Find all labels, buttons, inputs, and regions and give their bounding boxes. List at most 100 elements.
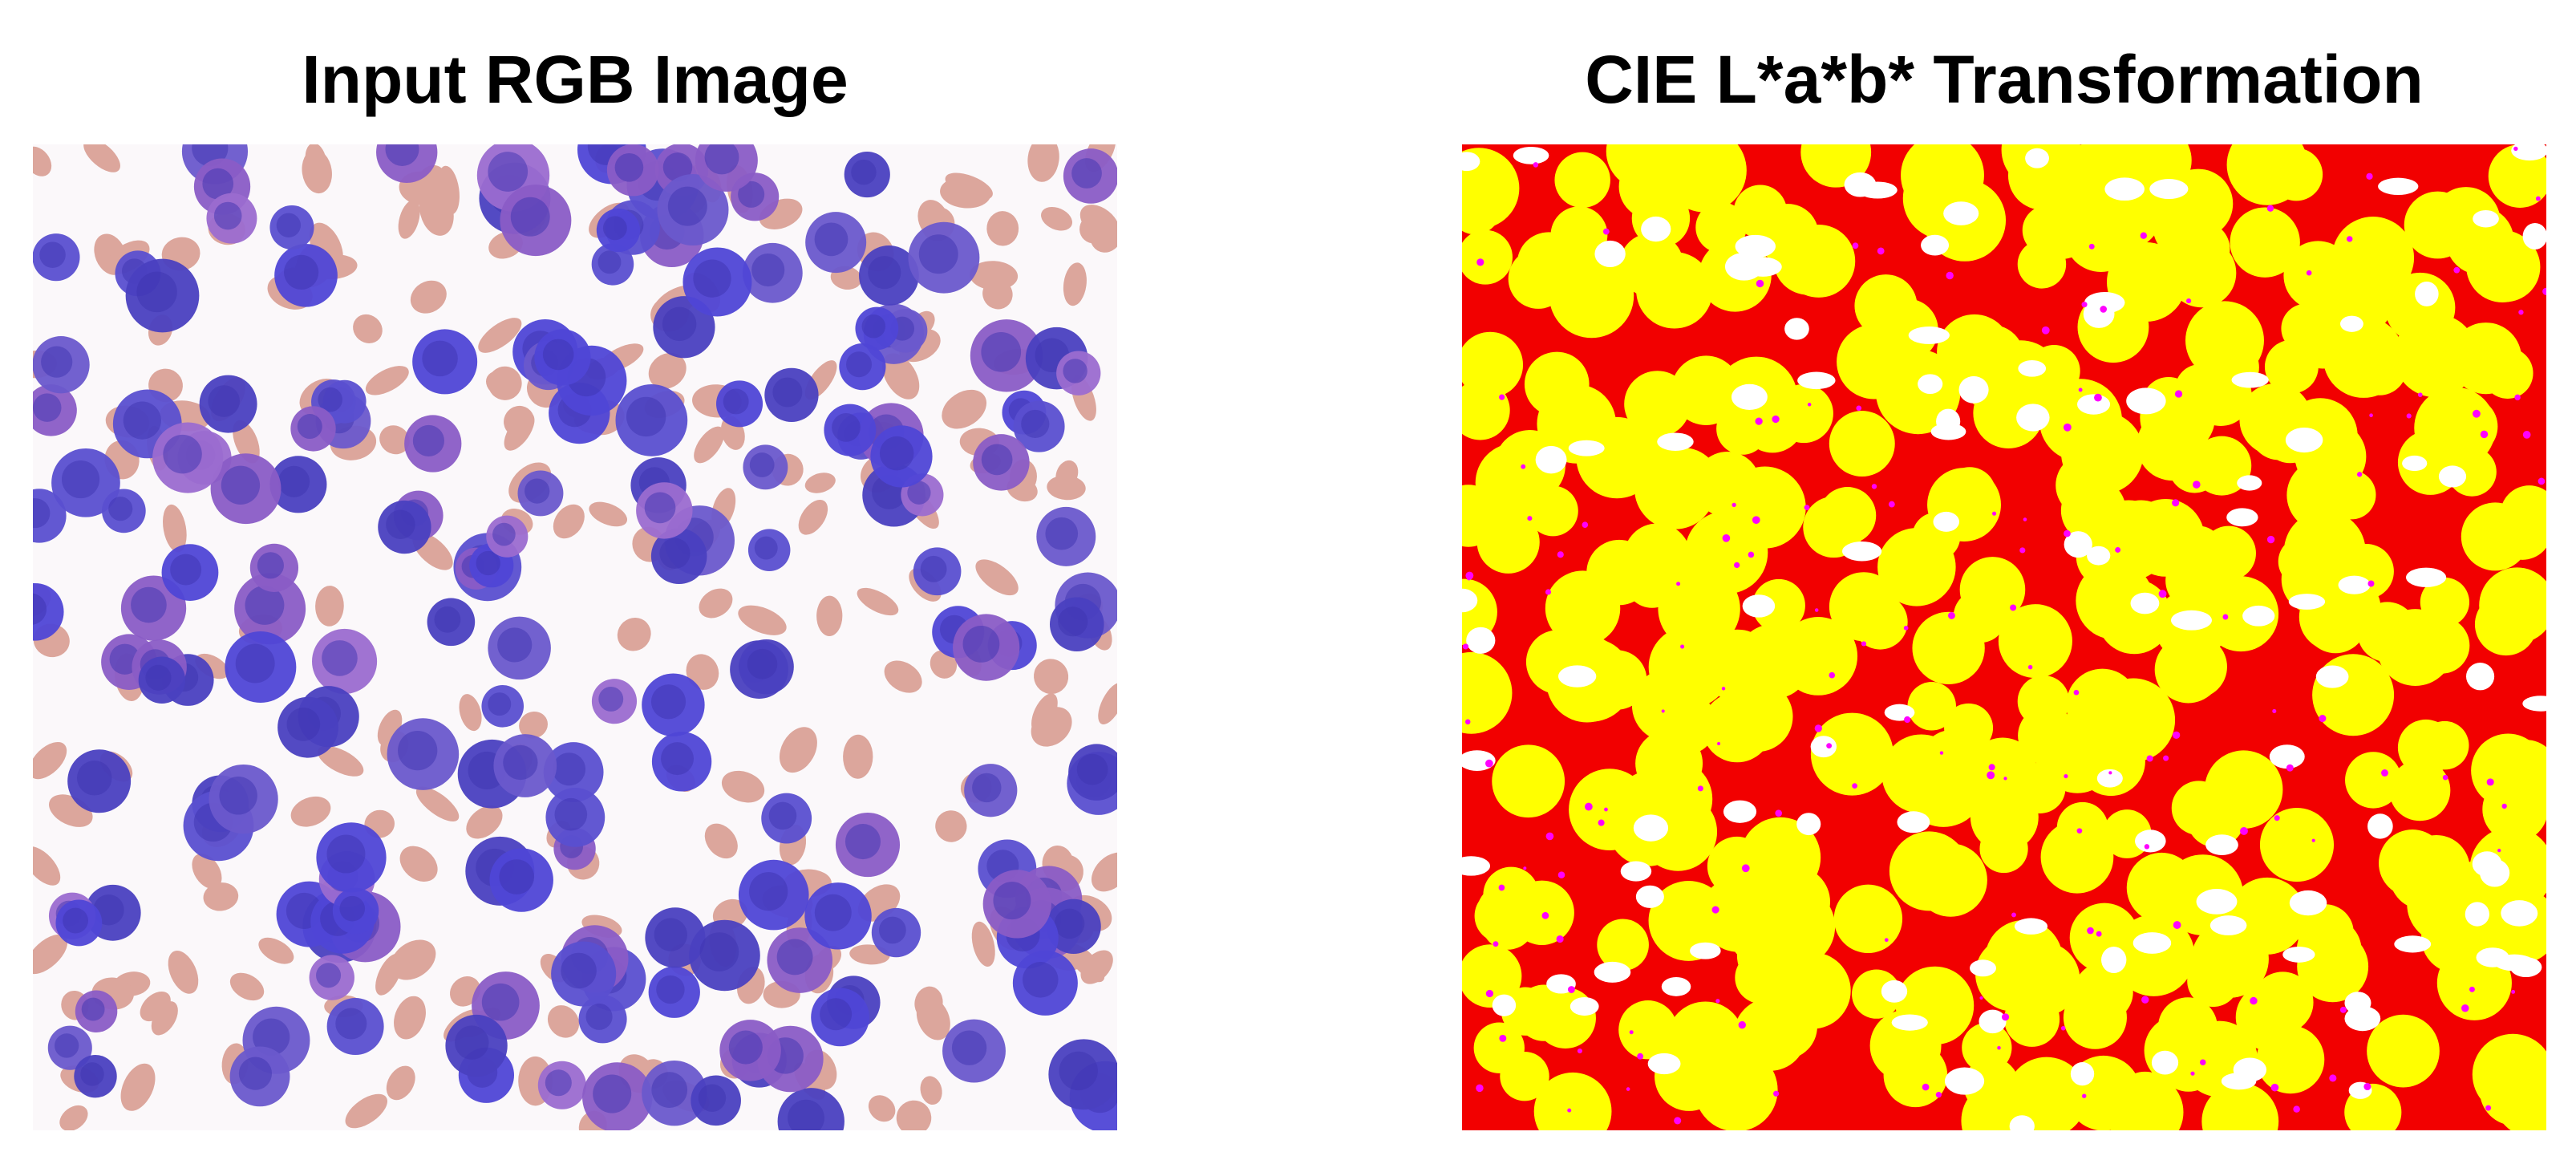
red-blood-cell [589,501,628,527]
noise-dot [1772,415,1780,424]
cell-nucleus [318,387,343,412]
background-region [2289,890,2327,916]
background-region [1908,327,1950,344]
red-blood-cell [192,854,222,890]
cell-nucleus [832,412,861,442]
background-region [2014,918,2048,935]
noise-dot [1533,162,1539,168]
cell-nucleus [981,444,1013,476]
noise-dot [2096,931,2102,937]
cell-nucleus [814,894,852,931]
segmented-cell [2112,915,2195,996]
segmented-cell [2174,364,2226,416]
cell-nucleus [981,331,1022,372]
red-blood-cell [686,654,719,690]
segmented-cell [1959,325,2024,390]
cell-nucleus [993,882,1031,920]
cell-nucleus [235,643,275,683]
cell-nucleus [972,773,1002,803]
background-region [2476,947,2509,967]
segmented-cell [2022,205,2073,256]
segmented-cell [1803,496,1865,558]
segmented-cell [2500,485,2546,544]
background-region [2132,932,2172,954]
background-region [2465,663,2495,691]
noise-dot [1715,999,1720,1004]
cell-nucleus [108,497,133,521]
cell-nucleus [55,1033,79,1058]
cell-nucleus [659,537,691,569]
noise-dot [2076,828,2083,834]
background-region [2473,209,2499,228]
background-region [2339,315,2363,332]
noise-dot [1732,502,1736,508]
red-blood-cell [203,882,239,911]
background-region [1594,961,1631,983]
segmented-cell [1646,448,1720,522]
cell-nucleus [602,216,627,241]
cell-nucleus [561,952,597,989]
cell-nucleus [723,388,749,415]
red-blood-cell [1055,460,1079,489]
red-blood-cell [1079,213,1109,244]
background-region [1462,152,1480,172]
cell-nucleus [276,213,302,237]
noise-dot [1721,687,1726,691]
segmented-cell [2474,593,2538,656]
noise-dot [2535,196,2541,201]
red-blood-cell [1041,206,1073,231]
background-region [1970,959,1996,977]
cell-nucleus [1021,409,1050,439]
segmented-cell [1695,1048,1778,1130]
background-region [1936,408,1961,434]
noise-dot [2041,326,2050,335]
noise-dot [2010,604,2017,611]
segmented-cell [1833,884,1903,954]
segmented-cell [1853,594,1908,650]
background-region [2126,387,2166,415]
cell-nucleus [1045,517,1079,550]
red-blood-cell [1098,683,1117,724]
background-region [1462,588,1478,613]
noise-dot [1988,764,1995,771]
background-region [2196,889,2238,915]
cell-nucleus [951,1030,987,1065]
noise-dot [1527,516,1533,521]
noise-dot [2511,989,2516,994]
noise-dot [1556,935,1564,943]
red-blood-cell [1080,950,1113,984]
segmented-cell [1624,371,1691,437]
background-region [1462,856,1490,876]
noise-dot [2140,232,2147,239]
cell-nucleus [879,916,906,944]
cell-nucleus [747,648,778,679]
red-blood-cell [478,318,522,353]
segmented-cell [1782,224,1856,298]
red-blood-cell [315,586,344,627]
red-blood-cell [519,711,548,739]
background-region [2378,177,2419,196]
segmented-cell [1752,578,1805,632]
background-region [2205,834,2238,856]
segmented-cell [2297,931,2369,1003]
cell-nucleus [962,625,1000,663]
noise-dot [2158,590,2167,598]
cell-nucleus [920,555,947,582]
cell-nucleus [278,465,310,497]
noise-dot [1680,644,1685,649]
cell-nucleus [728,1030,763,1065]
segmented-cell [2201,525,2256,581]
segmented-cell [2116,1071,2174,1130]
red-blood-cell [617,617,651,651]
noise-dot [2087,927,2094,935]
noise-dot [1676,582,1681,586]
segmented-cell [1829,411,1895,477]
background-region [2406,567,2447,587]
noise-dot [2522,431,2531,439]
red-blood-cell [1091,852,1117,892]
segmented-cell [2076,562,2154,640]
background-region [1897,811,1930,834]
noise-dot [1541,911,1549,919]
red-blood-cell [1031,693,1058,733]
noise-dot [1852,242,1859,249]
